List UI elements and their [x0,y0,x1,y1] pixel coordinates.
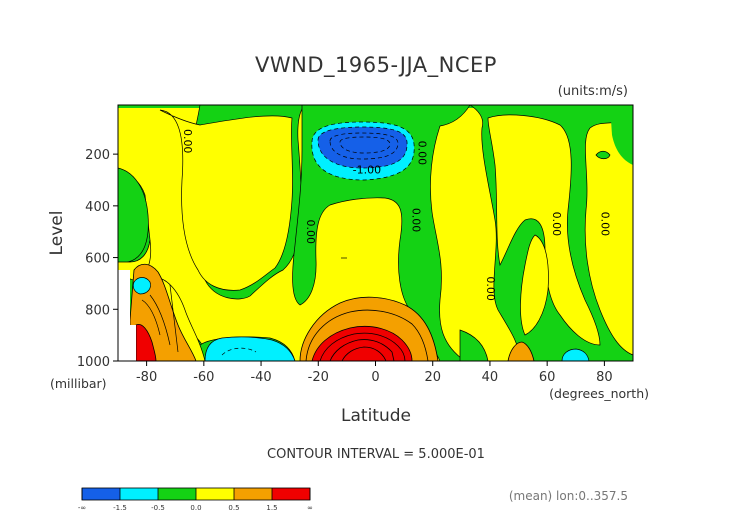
cyan-patch-polar [132,277,151,295]
contour-label: 0.00 [181,129,194,154]
red-region-equatorial [311,325,413,362]
positive-contour-1 [319,332,406,362]
x-axis: -80 -60 -40 -20 0 20 40 60 80 [136,361,613,385]
colorbar-tick-label: -0.5 [151,504,165,512]
x-tick-label: 0 [371,370,379,385]
colorbar-tick-label: 0.0 [190,504,201,512]
colorbar-swatch [234,488,272,500]
y-tick-label: 200 [85,148,110,163]
mean-label: (mean) lon:0..357.5 [509,489,628,503]
yellow-island-north [487,114,601,346]
x-tick-label: 80 [596,370,613,385]
x-tick-label: 40 [482,370,499,385]
x-tick-label: -60 [193,370,214,385]
core-inner-contour-2 [339,136,391,154]
colorbar-swatch [158,488,196,500]
positive-contour-2 [329,339,395,362]
core-inner-contour [329,132,399,160]
colorbar-swatch [196,488,234,500]
blue-region-core [317,126,408,169]
positive-contour-outer [305,309,429,362]
cyan-patch-south-mid [204,336,296,362]
colorbar-tick-label: -1.5 [113,504,127,512]
contour-lines [141,257,347,356]
x-tick-label: -20 [308,370,329,385]
contour-label: 0.00 [484,276,497,301]
negative-core [311,121,415,181]
chart-title: VWND_1965-JJA_NCEP [255,53,497,78]
x-units-label: (degrees_north) [549,386,649,401]
colorbar-tick-label: ∞ [307,504,313,512]
colorbar-tick-label: 0.5 [228,504,239,512]
colorbar-swatch [272,488,310,500]
y-tick-label: 1000 [77,355,110,370]
contour-label: 0.00 [550,212,563,237]
yellow-island-north-2 [520,234,549,336]
contour-labels: 0.00 0.00 -1.00 0.00 0.00 0.00 0.00 0.00 [181,129,612,301]
plot-area: 0.00 0.00 -1.00 0.00 0.00 0.00 0.00 0.00 [117,104,634,362]
y-tick-label: 800 [85,303,110,318]
contour-label: 0.00 [304,219,317,244]
y-axis-label: Level [47,211,67,256]
contour-polar-lines [141,284,179,353]
yellow-island-south [159,109,293,291]
orange-region-north-surface [507,341,535,362]
colorbar-tick-label: 1.5 [266,504,277,512]
y-tick-label: 400 [85,200,110,215]
x-tick-label: 20 [424,370,441,385]
colorbar-swatch [120,488,158,500]
cyan-surface-patches [132,150,611,362]
x-tick-label: -80 [136,370,157,385]
y-axis: 200 400 600 800 1000 [77,148,118,370]
contour-dashed-south [221,347,257,356]
green-region-north-edge [610,105,633,165]
positive-contour-3 [341,346,387,362]
colorbar: -∞ -1.5 -0.5 0.0 0.5 1.5 ∞ [78,487,313,512]
contour-label: 0.00 [599,212,612,237]
units-label: (units:m/s) [558,84,628,99]
cyan-patch-north [561,348,590,362]
positive-core [299,296,439,362]
colorbar-tick-label: -∞ [78,504,86,512]
contour-interval-label: CONTOUR INTERVAL = 5.000E-01 [267,447,485,462]
contour-label: 0.00 [415,141,428,166]
x-axis-label: Latitude [341,406,411,426]
colorbar-swatch [82,488,120,500]
contour-label: -1.00 [353,164,381,177]
contour-label: 0.00 [410,208,423,233]
white-region-missing [118,270,136,361]
yellow-islands [117,109,601,362]
y-units-label: (millibar) [50,376,107,391]
x-tick-label: -40 [250,370,271,385]
red-region-polar [135,323,157,362]
green-patch-small-200 [595,150,611,160]
x-tick-label: 60 [539,370,556,385]
y-tick-label: 600 [85,252,110,267]
